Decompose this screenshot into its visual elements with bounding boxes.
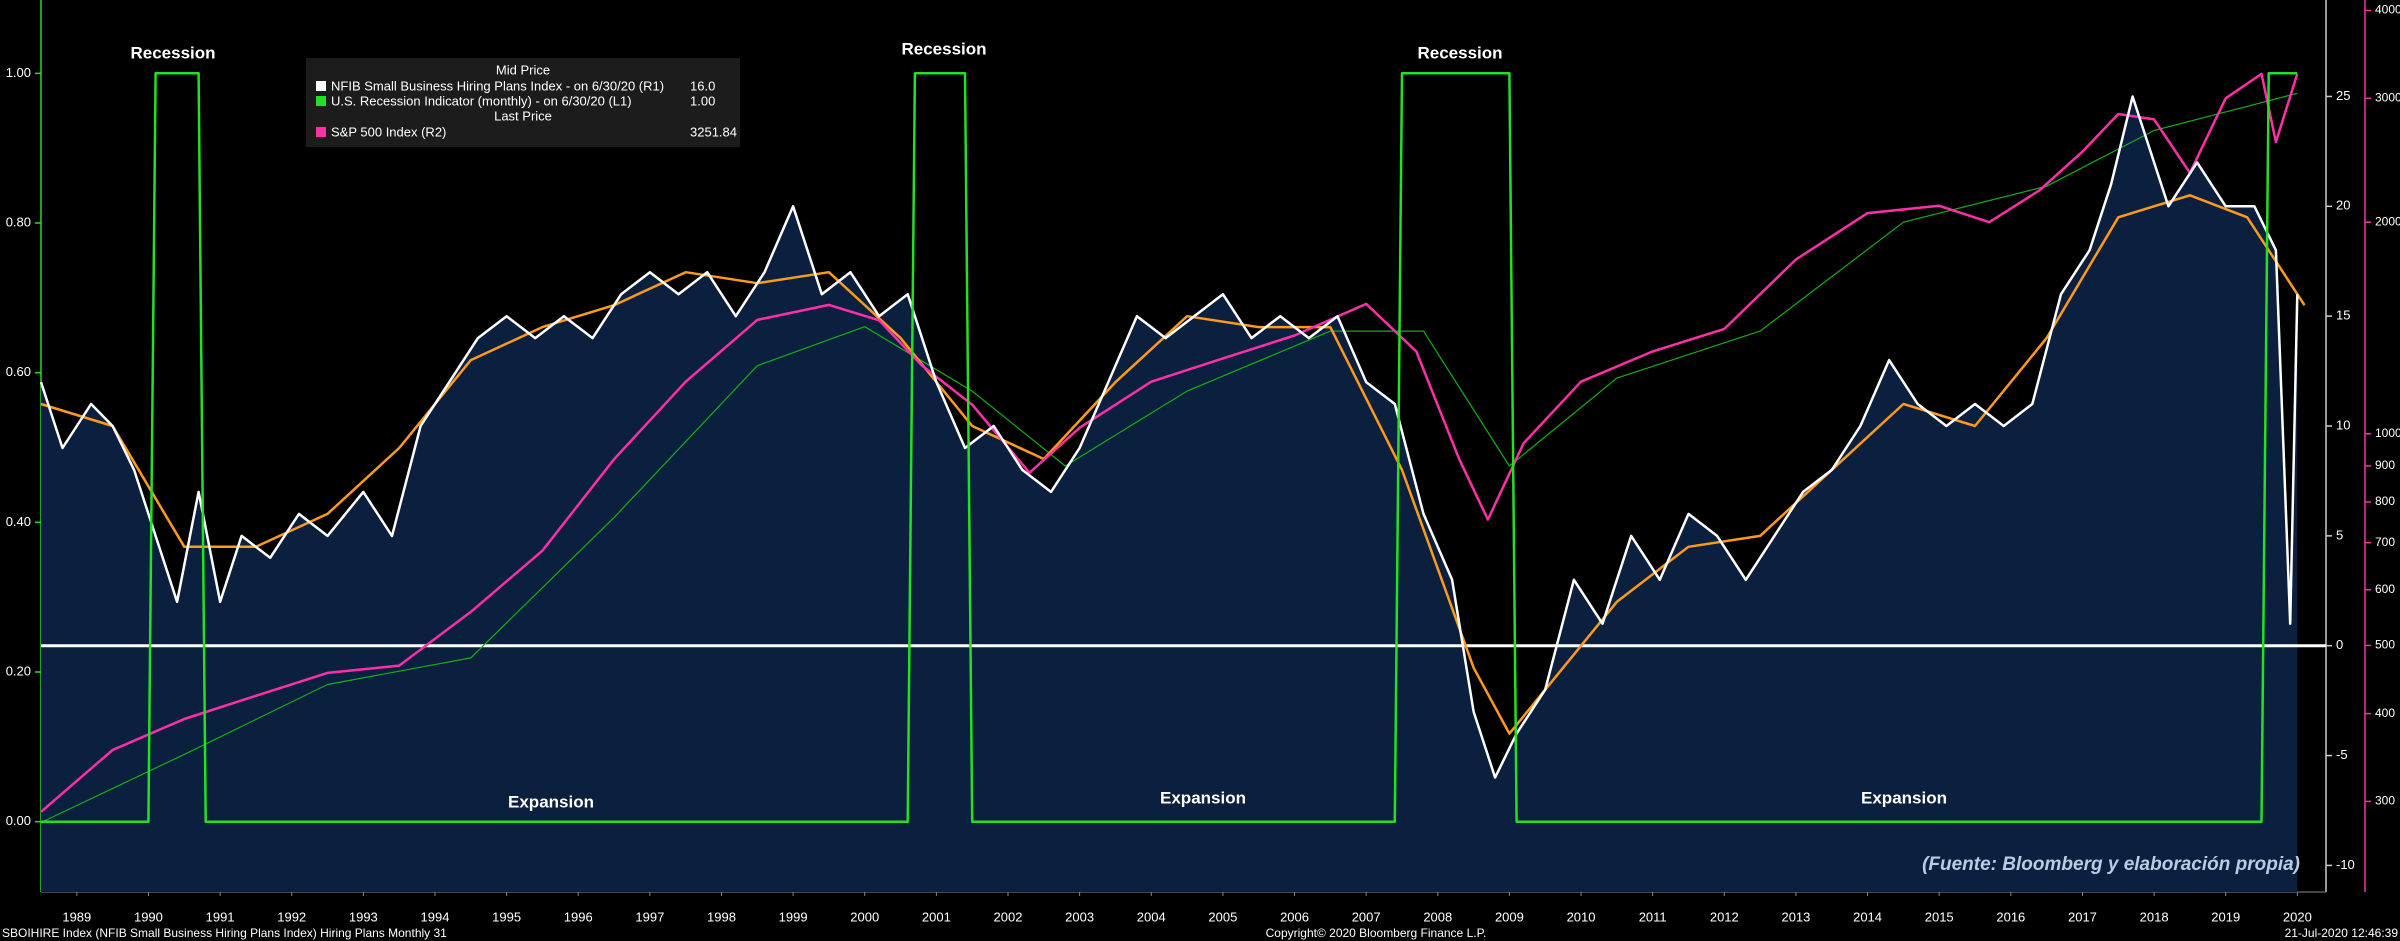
x-tick-label: 1995 xyxy=(492,909,521,924)
x-tick-label: 2017 xyxy=(2068,909,2097,924)
x-tick-label: 2009 xyxy=(1495,909,1524,924)
y2-tick-label: 25 xyxy=(2336,88,2350,103)
x-tick-label: 1991 xyxy=(206,909,235,924)
x-tick-label: 1994 xyxy=(421,909,450,924)
legend-box xyxy=(306,58,740,147)
y-tick-label: 0.40 xyxy=(6,514,31,529)
x-tick-label: 2005 xyxy=(1208,909,1237,924)
legend-label: S&P 500 Index (R2) xyxy=(331,124,446,139)
x-tick-label: 2010 xyxy=(1567,909,1596,924)
y3-tick-label: 300 xyxy=(2375,794,2395,808)
x-tick-label: 1989 xyxy=(62,909,91,924)
y2-tick-label: 20 xyxy=(2336,198,2350,213)
legend-label: NFIB Small Business Hiring Plans Index -… xyxy=(331,78,664,93)
y3-tick-label: 4000 xyxy=(2375,3,2400,17)
x-tick-label: 2012 xyxy=(1710,909,1739,924)
x-tick-label: 2008 xyxy=(1423,909,1452,924)
y3-tick-label: 700 xyxy=(2375,535,2395,549)
legend-value: 3251.84 xyxy=(690,124,737,139)
y-tick-label: 0.80 xyxy=(6,214,31,229)
y-tick-label: 0.00 xyxy=(6,813,31,828)
x-tick-label: 1993 xyxy=(349,909,378,924)
x-tick-label: 1999 xyxy=(779,909,808,924)
series-line xyxy=(41,72,2298,823)
plot: 0.00 0.20 0.40 0.60 0.80 1.00 -10 -5 0 5 10 15 20 25 3… xyxy=(6,0,2400,924)
legend: Mid Price NFIB Small Business Hiring Pla… xyxy=(306,58,740,147)
legend-swatch xyxy=(316,96,326,106)
x-tick-label: 1992 xyxy=(277,909,306,924)
annotation: Expansion xyxy=(1861,788,1947,807)
x-tick-label: 2019 xyxy=(2211,909,2240,924)
legend-label: U.S. Recession Indicator (monthly) - on … xyxy=(331,93,632,108)
y2-tick-label: -10 xyxy=(2336,857,2355,872)
y3-tick-label: 1000 xyxy=(2375,426,2400,440)
x-tick-label: 1998 xyxy=(707,909,736,924)
x-tick-label: 2001 xyxy=(922,909,951,924)
y2-tick-label: -5 xyxy=(2336,747,2348,762)
x-tick-label: 2015 xyxy=(1925,909,1954,924)
x-tick-label: 2007 xyxy=(1352,909,1381,924)
area xyxy=(41,96,2298,892)
y3-tick-label: 3000 xyxy=(2375,91,2400,105)
x-tick-label: 2018 xyxy=(2140,909,2169,924)
x-tick-label: 2003 xyxy=(1065,909,1094,924)
x-tick-label: 2014 xyxy=(1853,909,1882,924)
x-tick-label: 2006 xyxy=(1280,909,1309,924)
average-line xyxy=(40,194,2306,735)
annotation: Recession xyxy=(1417,43,1502,62)
y3-tick-label: 800 xyxy=(2375,494,2395,508)
footer-center: Copyright© 2020 Bloomberg Finance L.P. xyxy=(1266,926,1487,940)
annotation: Expansion xyxy=(1160,788,1246,807)
x-tick-label: 2020 xyxy=(2283,909,2312,924)
y3-tick-label: 900 xyxy=(2375,458,2395,472)
y2-tick-label: 10 xyxy=(2336,417,2350,432)
y3-tick-label: 400 xyxy=(2375,706,2395,720)
y-tick-label: 1.00 xyxy=(6,65,31,80)
legend-swatch xyxy=(316,81,326,91)
legend-header: Last Price xyxy=(494,108,552,123)
y3-tick-label: 2000 xyxy=(2375,214,2400,228)
annotation: Recession xyxy=(901,39,986,58)
series-line xyxy=(40,72,2299,813)
legend-swatch xyxy=(316,127,326,137)
x-tick-label: 2004 xyxy=(1137,909,1166,924)
source-note: (Fuente: Bloomberg y elaboración propia) xyxy=(1922,854,2300,875)
legend-header: Mid Price xyxy=(496,62,550,77)
x-tick-label: 2000 xyxy=(850,909,879,924)
legend-value: 1.00 xyxy=(690,93,715,108)
x-tick-label: 1990 xyxy=(134,909,163,924)
annotation: Expansion xyxy=(508,792,594,811)
annotation: Recession xyxy=(130,43,215,62)
y3-tick-label: 500 xyxy=(2375,638,2395,652)
x-tick-label: 2011 xyxy=(1639,909,1667,924)
annotations: Recession Recession Recession Expansion … xyxy=(130,39,1947,811)
y2-tick-label: 0 xyxy=(2336,637,2343,652)
series-line xyxy=(39,95,2299,779)
y2-tick-label: 5 xyxy=(2336,527,2343,542)
footer-left: SBOIHIRE Index (NFIB Small Business Hiri… xyxy=(2,926,447,940)
x-tick-label: 2013 xyxy=(1781,909,1810,924)
legend-value: 16.0 xyxy=(690,78,715,93)
footer-right: 21-Jul-2020 12:46:39 xyxy=(2285,926,2399,940)
average-line xyxy=(40,92,2298,824)
x-tick-label: 1997 xyxy=(635,909,664,924)
x-tick-label: 2002 xyxy=(994,909,1023,924)
y-tick-label: 0.60 xyxy=(6,364,31,379)
x-tick-label: 1996 xyxy=(564,909,593,924)
x-tick-label: 2016 xyxy=(1996,909,2025,924)
y3-tick-label: 600 xyxy=(2375,582,2395,596)
y2-tick-label: 15 xyxy=(2336,308,2350,323)
y-tick-label: 0.20 xyxy=(6,663,31,678)
